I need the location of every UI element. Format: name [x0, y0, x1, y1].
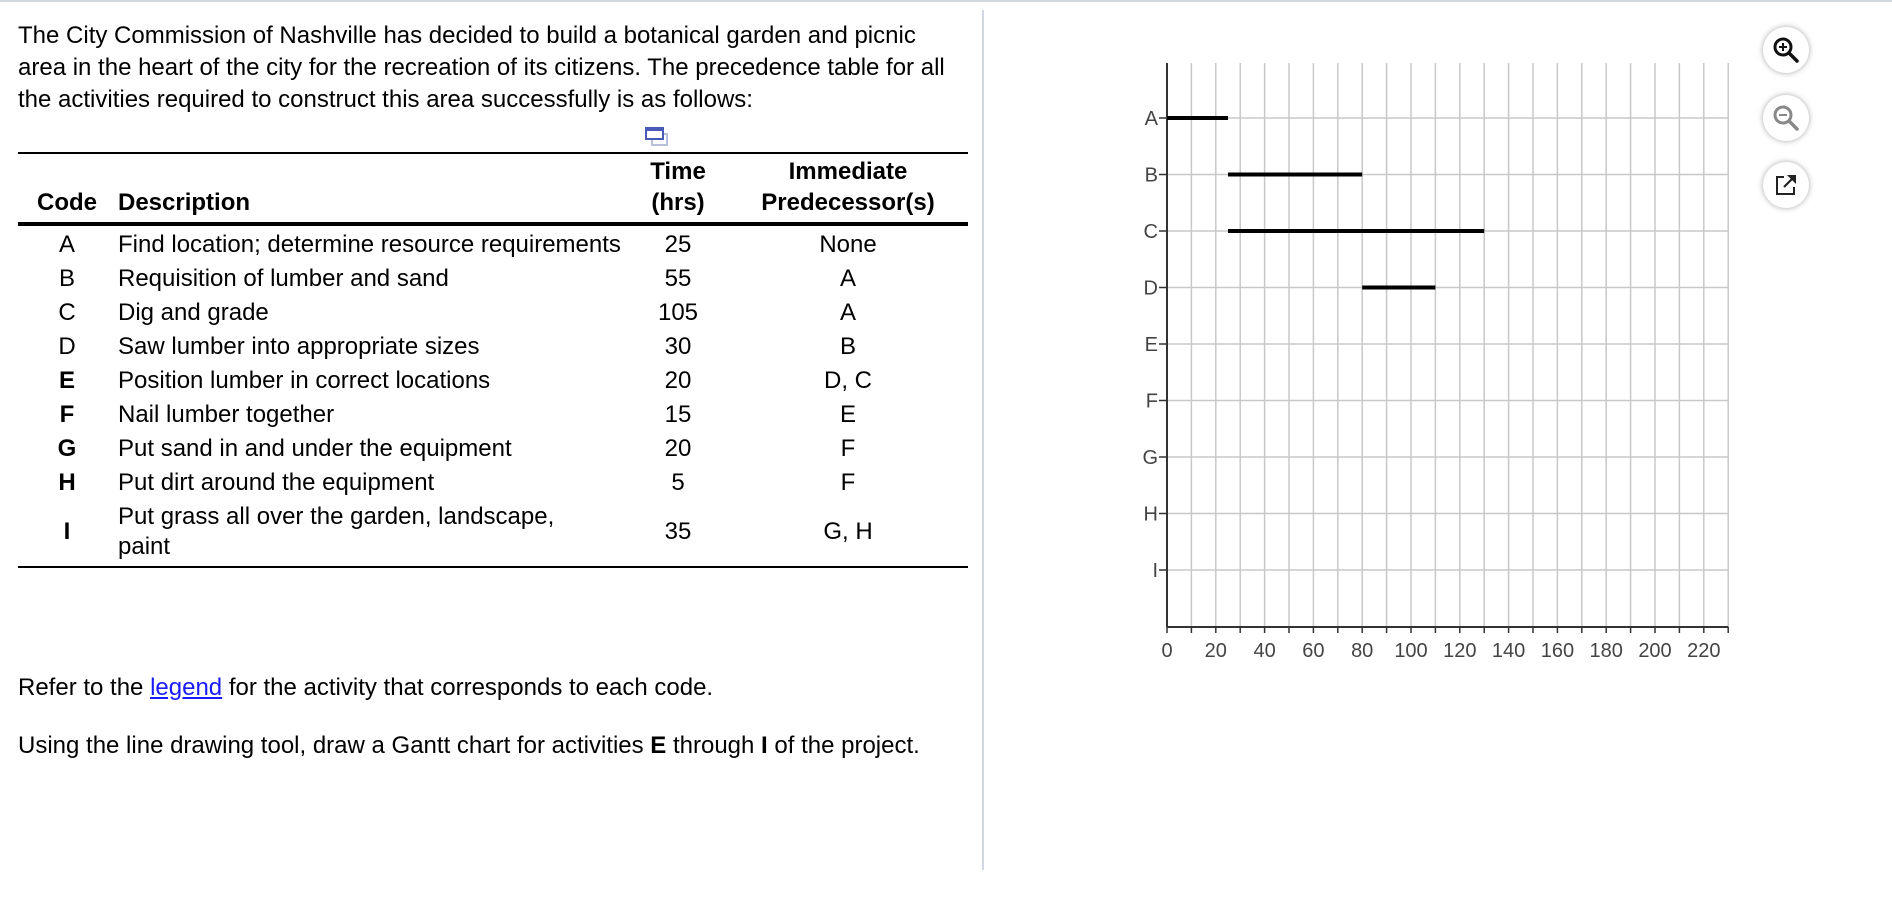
- zoom-in-button[interactable]: [1763, 27, 1809, 73]
- table-header-row: Code Description Time (hrs) Immediate Pr…: [18, 153, 968, 224]
- table-row: B Requisition of lumber and sand 55 A: [18, 262, 968, 296]
- table-row: D Saw lumber into appropriate sizes 30 B: [18, 330, 968, 364]
- x-tick-label: 180: [1590, 640, 1623, 662]
- row-time: 20: [664, 367, 692, 394]
- instruction-part3: of the project.: [767, 732, 920, 759]
- row-label-F: F: [1146, 391, 1158, 413]
- row-description: Position lumber in correct locations: [118, 367, 491, 394]
- row-predecessors: A: [839, 265, 856, 292]
- x-tick-label: 40: [1253, 640, 1275, 662]
- table-row: A Find location; determine resource requ…: [18, 224, 968, 262]
- header-pred-line2: Predecessor(s): [761, 189, 935, 216]
- instruction-part2: through: [666, 732, 762, 759]
- header-pred-line1: Immediate: [788, 158, 908, 185]
- instruction-bold-i: I: [761, 732, 768, 759]
- zoom-in-icon: [1773, 37, 1799, 63]
- precedence-table: Code Description Time (hrs) Immediate Pr…: [18, 152, 968, 568]
- row-code: F: [59, 401, 75, 428]
- table-row: F Nail lumber together 15 E: [18, 398, 968, 432]
- row-time: 105: [657, 299, 699, 326]
- row-label-B: B: [1145, 165, 1158, 187]
- table-row: H Put dirt around the equipment 5 F: [18, 466, 968, 500]
- intro-text: The City Commission of Nashville has dec…: [18, 22, 945, 113]
- row-time: 20: [664, 435, 692, 462]
- row-time: 35: [664, 518, 692, 545]
- x-tick-label: 160: [1541, 640, 1574, 662]
- header-time: Time (hrs): [628, 153, 728, 224]
- row-description: Find location; determine resource requir…: [118, 231, 621, 258]
- row-predecessors: E: [839, 401, 856, 428]
- row-label-G: G: [1142, 447, 1158, 469]
- row-time: 25: [664, 231, 692, 258]
- popout-button[interactable]: [1763, 162, 1809, 208]
- row-description: Saw lumber into appropriate sizes: [118, 333, 480, 360]
- row-time: 5: [671, 469, 685, 496]
- row-code: I: [63, 518, 71, 545]
- row-predecessors: D, C: [824, 367, 872, 394]
- question-pane: The City Commission of Nashville has dec…: [18, 20, 968, 759]
- x-tick-label: 120: [1443, 640, 1476, 662]
- header-time-line2: (hrs): [651, 189, 705, 216]
- legend-reference: Refer to the legend for the activity tha…: [18, 672, 713, 704]
- row-label-E: E: [1145, 334, 1158, 356]
- refer-text-before: Refer to the: [18, 674, 151, 701]
- x-tick-label: 100: [1394, 640, 1427, 662]
- row-description: Put grass all over the garden, landscape…: [118, 503, 555, 560]
- row-code: B: [58, 265, 75, 292]
- zoom-out-icon: [1773, 105, 1799, 131]
- row-code: G: [57, 435, 77, 462]
- pane-divider: [982, 10, 984, 870]
- header-description: Description: [118, 189, 251, 216]
- table-row: G Put sand in and under the equipment 20…: [18, 432, 968, 466]
- table-row: E Position lumber in correct locations 2…: [18, 364, 968, 398]
- row-predecessors: B: [839, 333, 856, 360]
- x-tick-label: 20: [1205, 640, 1227, 662]
- row-label-H: H: [1144, 504, 1158, 526]
- row-time: 15: [664, 401, 692, 428]
- row-predecessors: G, H: [823, 518, 873, 545]
- row-time: 30: [664, 333, 692, 360]
- x-tick-label: 60: [1302, 640, 1324, 662]
- header-predecessors: Immediate Predecessor(s): [728, 153, 968, 224]
- instruction-bold-e: E: [650, 732, 667, 759]
- row-code: E: [58, 367, 75, 394]
- x-tick-label: 80: [1351, 640, 1373, 662]
- row-code: D: [58, 333, 76, 360]
- row-code: C: [58, 299, 76, 326]
- row-label-A: A: [1145, 108, 1159, 130]
- header-time-line1: Time: [650, 158, 706, 185]
- row-description: Nail lumber together: [118, 401, 335, 428]
- top-border: [0, 0, 1892, 2]
- x-tick-label: 200: [1638, 640, 1671, 662]
- x-tick-label: 220: [1687, 640, 1720, 662]
- row-description: Requisition of lumber and sand: [118, 265, 449, 292]
- row-code: H: [58, 469, 76, 496]
- row-predecessors: A: [839, 299, 856, 326]
- table-row: I Put grass all over the garden, landsca…: [18, 500, 968, 567]
- header-code: Code: [37, 189, 97, 216]
- table-row: C Dig and grade 105 A: [18, 296, 968, 330]
- row-time: 55: [664, 265, 692, 292]
- zoom-out-button[interactable]: [1763, 95, 1809, 141]
- instruction-part1: Using the line drawing tool, draw a Gant…: [18, 732, 651, 759]
- legend-link[interactable]: legend: [150, 674, 223, 701]
- row-predecessors: F: [840, 435, 856, 462]
- row-code: A: [58, 231, 75, 258]
- instruction-text: Using the line drawing tool, draw a Gant…: [18, 730, 948, 762]
- popout-icon: [1776, 175, 1796, 195]
- row-label-C: C: [1144, 221, 1158, 243]
- gantt-chart-canvas[interactable]: A B C D E F G H I 0 20 40 60 80 100 120 140 160 180 200 220: [1100, 40, 1740, 680]
- row-label-D: D: [1144, 278, 1158, 300]
- row-label-I: I: [1152, 560, 1158, 582]
- row-description: Dig and grade: [118, 299, 269, 326]
- copy-table-icon[interactable]: [644, 126, 670, 148]
- row-predecessors: F: [840, 469, 856, 496]
- refer-text-after: for the activity that corresponds to eac…: [222, 674, 714, 701]
- gantt-chart[interactable]: A B C D E F G H I 0 20 40 60 80 100 120 140 160 180 200 220: [1100, 40, 1740, 680]
- row-description: Put sand in and under the equipment: [118, 435, 512, 462]
- row-predecessors: None: [819, 231, 877, 258]
- x-tick-label: 0: [1161, 640, 1172, 662]
- x-tick-label: 140: [1492, 640, 1525, 662]
- row-description: Put dirt around the equipment: [118, 469, 435, 496]
